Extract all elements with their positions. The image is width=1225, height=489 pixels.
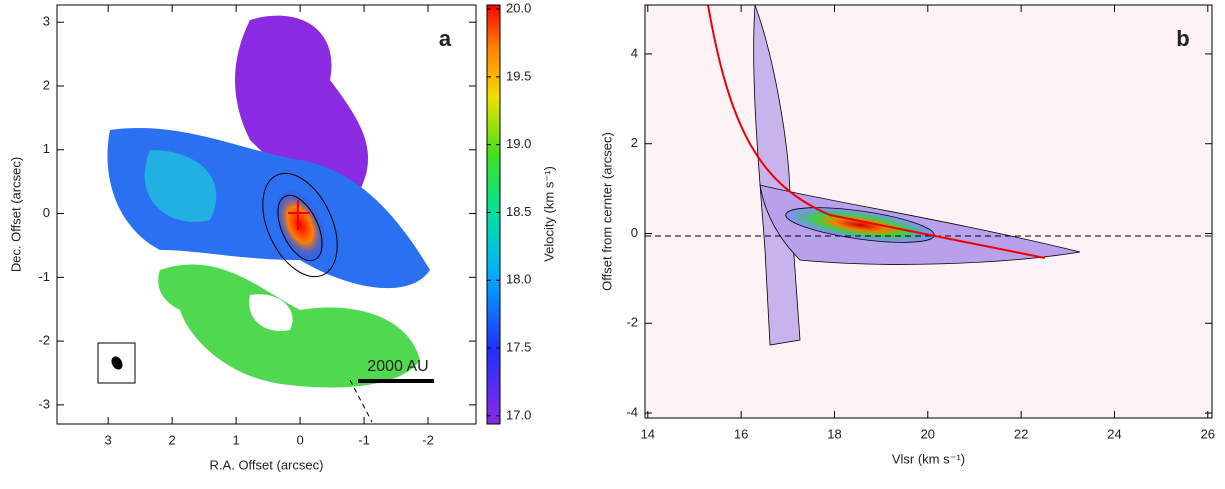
x-tick-label: 0 bbox=[296, 432, 303, 447]
colorbar-tick-label: 17.0 bbox=[506, 407, 531, 422]
y-tick-label: 4 bbox=[631, 45, 638, 60]
colorbar-tick-label: 18.5 bbox=[506, 204, 531, 219]
x-tick-label: 16 bbox=[734, 426, 748, 441]
plot-frame bbox=[56, 4, 477, 425]
panel-label: b bbox=[1176, 26, 1189, 51]
velocity-map bbox=[97, 15, 434, 423]
colorbar-label: Velocity (km s⁻¹) bbox=[541, 166, 556, 262]
x-tick-label: 2 bbox=[169, 432, 176, 447]
scale-bar-label: 2000 AU bbox=[367, 358, 428, 375]
x-tick-label: 20 bbox=[921, 426, 935, 441]
y-tick-label: -4 bbox=[626, 404, 638, 419]
pv-diagram bbox=[645, 4, 1212, 418]
colorbar-tick-label: 19.0 bbox=[506, 136, 531, 151]
x-tick-label: 14 bbox=[641, 426, 655, 441]
y-axis-label: Dec. Offset (arcsec) bbox=[8, 157, 23, 272]
plot-frame bbox=[644, 4, 1213, 419]
colorbar-tick-label: 20.0 bbox=[506, 1, 531, 16]
y-tick-label: -1 bbox=[38, 269, 50, 284]
y-axis-label: Offset from cernter (arcsec) bbox=[599, 132, 614, 291]
colorbar-tick-label: 19.5 bbox=[506, 68, 531, 83]
colorbar-tick-label: 18.0 bbox=[506, 272, 531, 287]
y-tick-label: 2 bbox=[631, 135, 638, 150]
x-tick-label: 26 bbox=[1201, 426, 1215, 441]
x-tick-label: 1 bbox=[232, 432, 239, 447]
x-tick-label: -1 bbox=[358, 432, 370, 447]
x-tick-label: 24 bbox=[1107, 426, 1121, 441]
y-tick-label: 0 bbox=[43, 205, 50, 220]
x-tick-label: 18 bbox=[827, 426, 841, 441]
x-tick-label: 3 bbox=[105, 432, 112, 447]
panel-label: a bbox=[439, 26, 452, 51]
x-axis-label: R.A. Offset (arcsec) bbox=[210, 457, 324, 472]
colorbar-tick-label: 17.5 bbox=[506, 340, 531, 355]
y-tick-label: 3 bbox=[43, 14, 50, 29]
y-tick-label: -2 bbox=[38, 333, 50, 348]
x-tick-label: 22 bbox=[1014, 426, 1028, 441]
y-tick-label: -2 bbox=[626, 315, 638, 330]
y-tick-label: 1 bbox=[43, 141, 50, 156]
colorbar bbox=[486, 4, 501, 425]
y-tick-label: -3 bbox=[38, 396, 50, 411]
y-tick-label: 2 bbox=[43, 77, 50, 92]
x-tick-label: -2 bbox=[422, 432, 434, 447]
y-tick-label: 0 bbox=[631, 225, 638, 240]
x-axis-label: Vlsr (km s⁻¹) bbox=[892, 451, 965, 466]
